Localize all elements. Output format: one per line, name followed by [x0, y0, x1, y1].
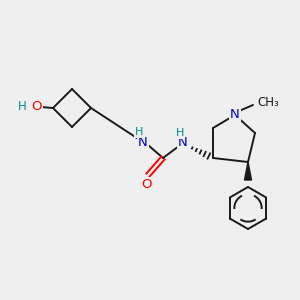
Text: N: N: [178, 136, 188, 149]
Text: H: H: [135, 127, 143, 137]
Text: O: O: [141, 178, 151, 190]
Text: N: N: [138, 136, 148, 148]
Text: N: N: [230, 109, 240, 122]
Text: O: O: [32, 100, 42, 112]
Text: H: H: [18, 100, 27, 112]
Text: CH₃: CH₃: [257, 97, 279, 110]
Polygon shape: [244, 162, 251, 180]
Text: H: H: [176, 128, 184, 138]
